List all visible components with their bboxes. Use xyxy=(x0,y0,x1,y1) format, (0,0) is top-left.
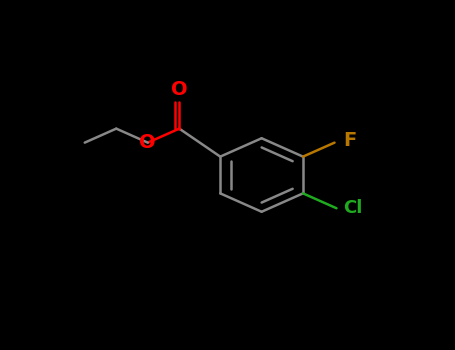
Text: O: O xyxy=(140,133,156,152)
Text: O: O xyxy=(171,80,187,99)
Text: Cl: Cl xyxy=(344,199,363,217)
Text: F: F xyxy=(344,131,357,150)
